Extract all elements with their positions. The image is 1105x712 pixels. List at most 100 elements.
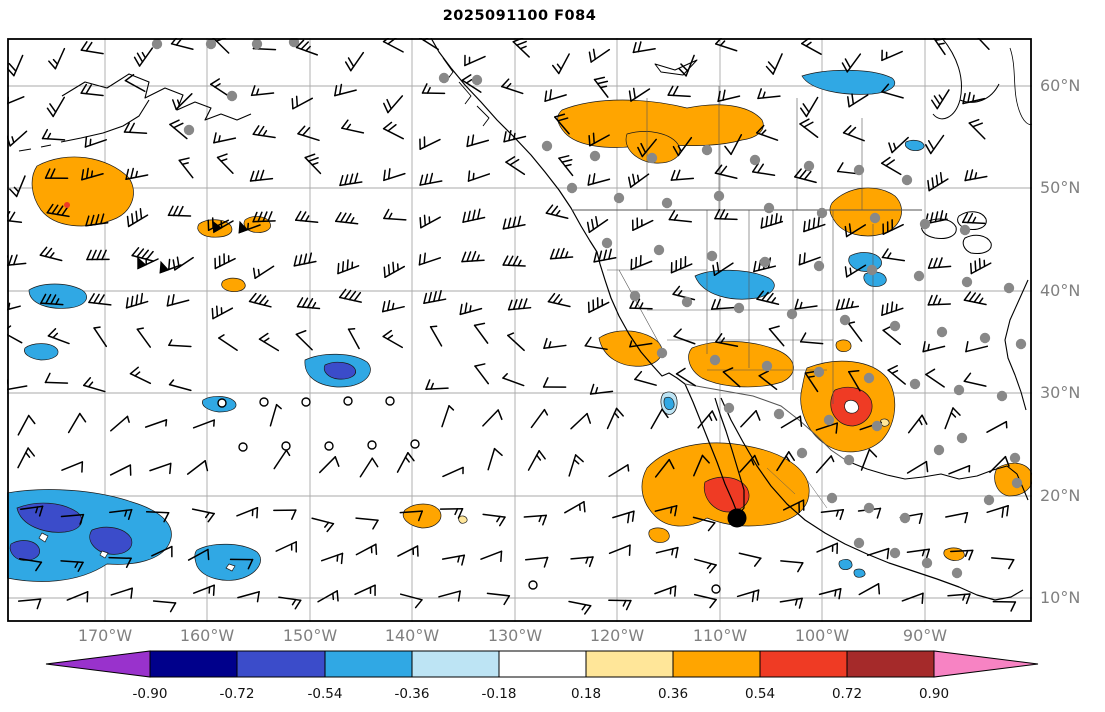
- anomaly-region: [703, 476, 750, 513]
- colorbar-tick-label: -0.72: [219, 686, 255, 702]
- colorbar-segment: [759, 650, 848, 678]
- station-dot: [723, 402, 735, 414]
- station-dot: [763, 202, 775, 214]
- calm-wind-circle: [367, 440, 377, 450]
- anomaly-region: [663, 396, 675, 410]
- station-dot: [653, 244, 665, 256]
- red-extreme-dot: [64, 202, 70, 208]
- anomaly-region: [38, 532, 49, 543]
- station-dot: [471, 74, 483, 86]
- calm-wind-circle: [711, 584, 721, 594]
- lon-tick-label: 150°W: [282, 626, 338, 645]
- station-dot: [901, 174, 913, 186]
- station-dot: [889, 320, 901, 332]
- station-dot: [961, 276, 973, 288]
- colorbar-tick-label: 0.18: [570, 686, 602, 702]
- station-dot: [889, 547, 901, 559]
- station-dot: [843, 454, 855, 466]
- colorbar-segment: [672, 650, 761, 678]
- station-dot: [813, 366, 825, 378]
- coastlines: [18, 38, 1032, 601]
- anomaly-region: [844, 399, 859, 414]
- anomaly-region: [24, 343, 59, 361]
- political-borders: [572, 86, 922, 509]
- station-dot: [871, 420, 883, 432]
- calm-wind-circle: [281, 441, 291, 451]
- station-dot: [909, 378, 921, 390]
- colorbar-segment: [846, 650, 935, 678]
- anomaly-region: [89, 526, 133, 555]
- anomaly-region: [194, 543, 261, 581]
- lon-tick-label: 100°W: [794, 626, 850, 645]
- anomaly-region: [829, 187, 902, 237]
- station-dot: [629, 290, 641, 302]
- station-dot: [933, 444, 945, 456]
- anomaly-region: [28, 283, 87, 309]
- station-dot: [956, 432, 968, 444]
- lat-tick-label: 40°N: [1040, 281, 1081, 300]
- lat-tick-label: 60°N: [1040, 76, 1081, 95]
- highlight-black-dot: [727, 508, 747, 528]
- colorbar-tick-label: 0.90: [918, 686, 950, 702]
- colorbar-extend-left: [45, 650, 151, 678]
- anomaly-region: [694, 269, 775, 300]
- station-dot: [951, 567, 963, 579]
- shaded-regions: [7, 69, 1032, 582]
- station-dot: [541, 140, 553, 152]
- station-dot: [786, 308, 798, 320]
- station-dot: [183, 124, 195, 136]
- colorbar-segment: [236, 650, 326, 678]
- anomaly-region: [225, 563, 236, 572]
- station-dot: [863, 502, 875, 514]
- anomaly-region: [838, 558, 853, 570]
- calm-circles: [217, 396, 721, 594]
- colorbar-segment: [498, 650, 587, 678]
- colorbar-tick-label: -0.18: [481, 686, 517, 702]
- station-dot: [438, 72, 450, 84]
- station-dot: [853, 537, 865, 549]
- station-dot: [706, 250, 718, 262]
- colorbar-tick-label: 0.72: [831, 686, 863, 702]
- station-dot: [1003, 282, 1015, 294]
- colorbar-extend-right: [933, 650, 1039, 678]
- station-dot: [936, 326, 948, 338]
- anomaly-region: [402, 503, 442, 529]
- colorbar-segment: [149, 650, 238, 678]
- colorbar-tick-label: -0.36: [394, 686, 430, 702]
- calm-wind-circle: [385, 396, 395, 406]
- lon-tick-label: 110°W: [692, 626, 748, 645]
- anomaly-region: [323, 361, 356, 380]
- colorbar-segment: [411, 650, 500, 678]
- station-dot: [646, 152, 658, 164]
- station-dot: [701, 144, 713, 156]
- calm-wind-circle: [528, 580, 538, 590]
- map-canvas: [7, 38, 1032, 622]
- station-dot: [796, 447, 808, 459]
- colorbar-segment: [585, 650, 674, 678]
- station-dot: [826, 492, 838, 504]
- station-dots: [151, 38, 1027, 579]
- colorbar-tick-label: 0.36: [657, 686, 689, 702]
- lat-tick-label: 30°N: [1040, 383, 1081, 402]
- colorbar-segment: [324, 650, 413, 678]
- anomaly-region: [7, 489, 172, 582]
- station-dot: [761, 360, 773, 372]
- anomaly-region: [688, 341, 794, 388]
- station-dot: [863, 372, 875, 384]
- station-dot: [921, 557, 933, 569]
- station-dot: [613, 192, 625, 204]
- calm-wind-circle: [301, 397, 311, 407]
- station-dot: [681, 296, 693, 308]
- station-dot: [813, 260, 825, 272]
- wind-barbs: [7, 38, 1017, 615]
- anomaly-region: [31, 156, 134, 227]
- colorbar-tick-label: -0.54: [307, 686, 343, 702]
- station-dot: [919, 218, 931, 230]
- station-dot: [759, 256, 771, 268]
- lon-tick-label: 120°W: [589, 626, 645, 645]
- station-dot: [866, 264, 878, 276]
- anomaly-region: [99, 550, 109, 559]
- station-dot: [953, 384, 965, 396]
- lon-tick-label: 130°W: [487, 626, 543, 645]
